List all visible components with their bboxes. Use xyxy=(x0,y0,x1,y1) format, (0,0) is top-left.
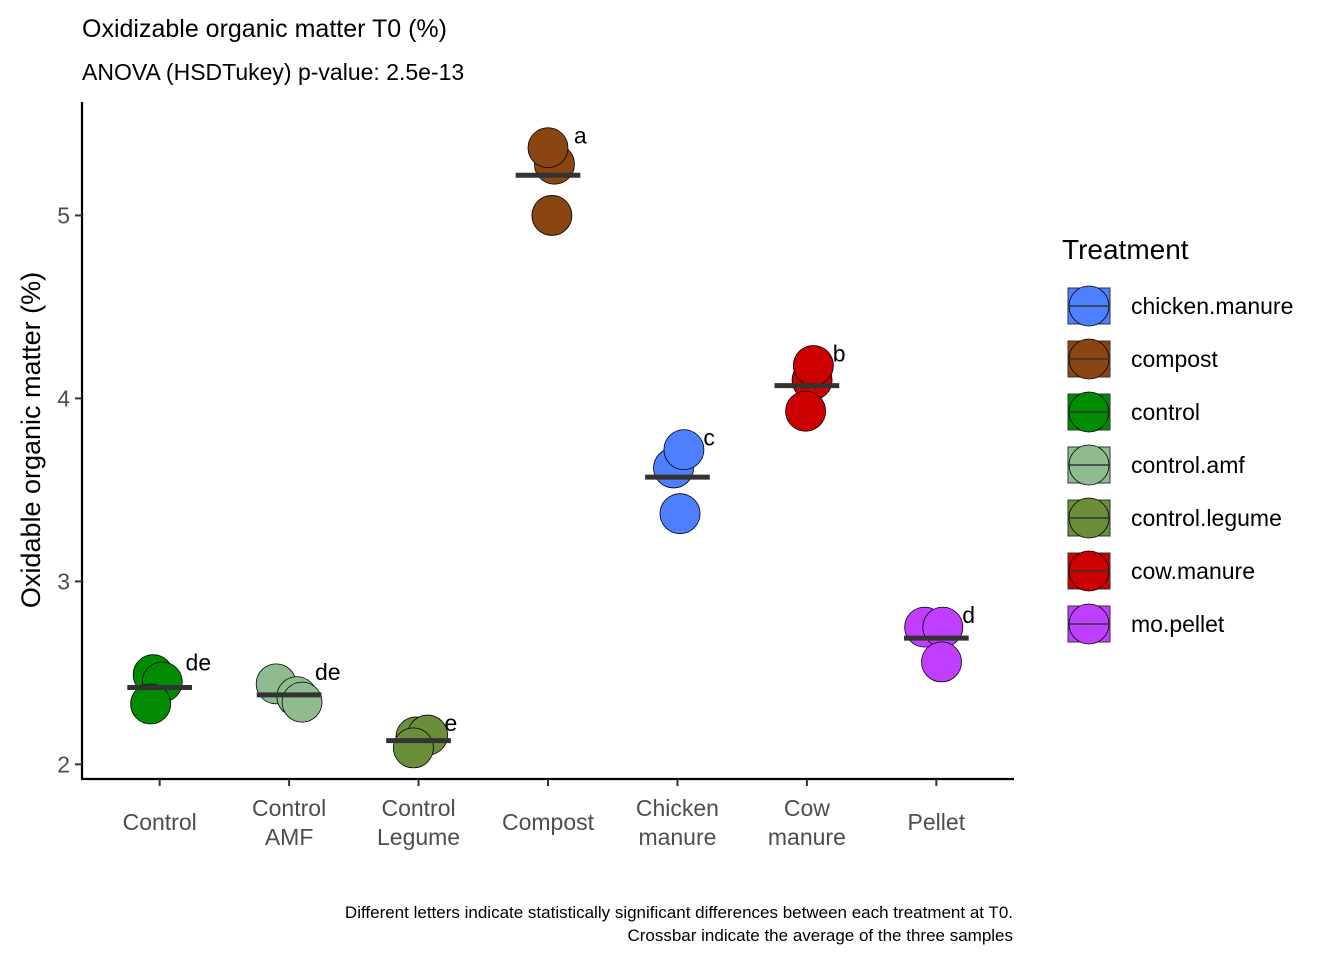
y-axis-ticks: 2 3 4 5 xyxy=(57,202,82,777)
y-tick-label: 5 xyxy=(57,202,70,228)
x-tick-label: Control xyxy=(252,795,326,821)
data-point xyxy=(281,681,323,723)
legend-label: control xyxy=(1131,399,1200,425)
y-tick-label: 3 xyxy=(57,568,70,594)
legend-entries: chicken.manure compost control control.amf c… xyxy=(1067,285,1293,645)
legend: Treatment chicken.manure compost control co… xyxy=(1062,234,1293,645)
x-tick-label: Cow xyxy=(784,795,830,821)
legend-label: cow.manure xyxy=(1131,558,1255,584)
data-point xyxy=(392,727,434,769)
significance-letters: de de e a c b d xyxy=(186,123,975,736)
significance-letter: de xyxy=(186,650,212,676)
significance-letter: d xyxy=(962,602,975,628)
caption-line-2: Crossbar indicate the average of the thr… xyxy=(627,926,1013,945)
significance-letter: b xyxy=(833,340,846,366)
data-point xyxy=(663,429,705,471)
x-axis-ticks: Control Control AMF Control Legume Compost Chi… xyxy=(123,779,966,850)
x-tick-label: Compost xyxy=(502,809,595,835)
x-tick-label: manure xyxy=(638,824,716,850)
legend-label: mo.pellet xyxy=(1131,611,1225,637)
legend-label: chicken.manure xyxy=(1131,293,1293,319)
crossbars xyxy=(127,172,969,744)
x-tick-label: Pellet xyxy=(908,809,966,835)
data-point xyxy=(531,195,573,236)
legend-label: compost xyxy=(1131,346,1219,372)
significance-letter: de xyxy=(315,659,341,685)
significance-letter: e xyxy=(444,710,457,736)
data-point xyxy=(130,683,172,725)
y-tick-label: 2 xyxy=(57,751,70,777)
x-tick-label: AMF xyxy=(265,824,314,850)
y-axis-title: Oxidable organic matter (%) xyxy=(16,272,46,608)
legend-label: control.legume xyxy=(1131,505,1282,531)
plot-panel: 2 3 4 5 Control Control AMF Control Legume Compo… xyxy=(57,102,1014,850)
x-tick-label: Chicken xyxy=(636,795,719,821)
significance-letter: c xyxy=(703,425,715,451)
legend-label: control.amf xyxy=(1131,452,1245,478)
significance-letter: a xyxy=(574,123,587,149)
chart-title: Oxidizable organic matter T0 (%) xyxy=(82,15,447,43)
caption-line-1: Different letters indicate statistically… xyxy=(345,903,1013,922)
x-tick-label: Control xyxy=(123,809,197,835)
data-point xyxy=(922,606,964,648)
data-points xyxy=(130,127,964,769)
data-point xyxy=(792,345,834,386)
data-point xyxy=(527,127,569,169)
y-tick-label: 4 xyxy=(57,385,70,411)
data-point xyxy=(659,493,701,535)
x-tick-label: Legume xyxy=(377,824,460,850)
chart-subtitle: ANOVA (HSDTukey) p-value: 2.5e-13 xyxy=(82,59,464,85)
x-tick-label: Control xyxy=(381,795,455,821)
x-tick-label: manure xyxy=(768,824,846,850)
data-point xyxy=(785,390,826,432)
data-point xyxy=(921,641,962,683)
legend-title: Treatment xyxy=(1062,234,1189,265)
